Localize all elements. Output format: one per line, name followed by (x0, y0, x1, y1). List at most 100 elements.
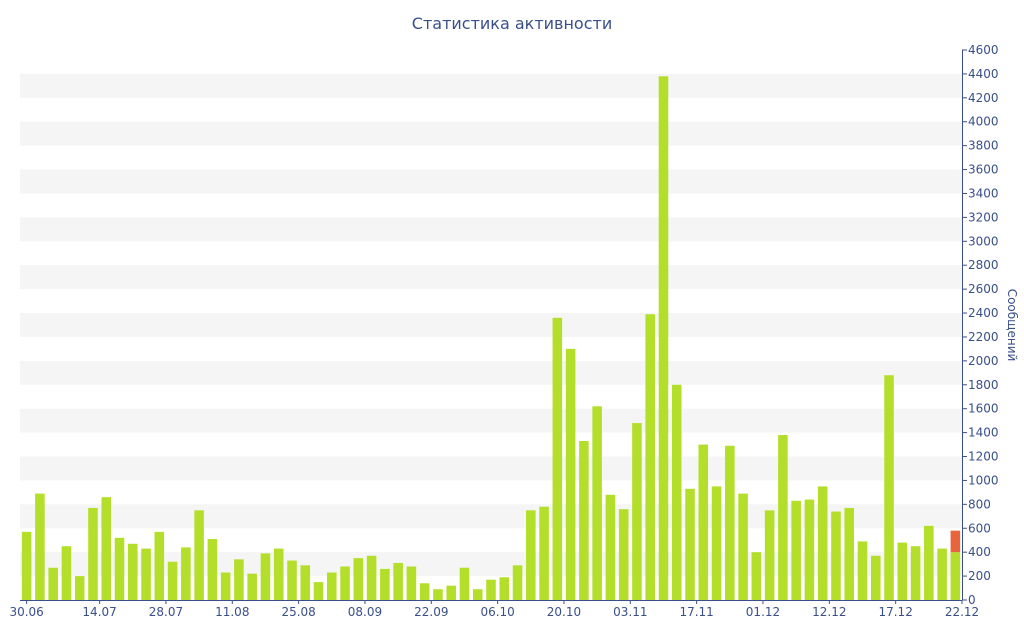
y-tick-label: 1600 (968, 402, 999, 416)
bar (751, 552, 762, 600)
bar (35, 493, 45, 600)
bar (632, 423, 642, 600)
bar (273, 548, 284, 600)
bar (340, 566, 350, 600)
bar (220, 572, 231, 600)
bar (870, 555, 881, 600)
y-tick-label: 3600 (968, 163, 999, 177)
y-tick-label: 2000 (968, 354, 999, 368)
bar (141, 548, 151, 600)
grid-band (20, 265, 962, 290)
y-tick-label: 1200 (968, 450, 999, 464)
bar (738, 493, 748, 600)
bar (300, 565, 311, 600)
bar (499, 577, 510, 600)
x-tick-label: 17.12 (878, 605, 912, 619)
bar (950, 552, 961, 600)
grid-band (20, 360, 962, 385)
bar (472, 589, 483, 600)
y-tick-label: 2200 (968, 330, 999, 344)
bar (565, 348, 576, 600)
bar (61, 546, 72, 600)
bar-current-segment (950, 530, 961, 553)
bar (353, 558, 364, 600)
y-tick-label: 4600 (968, 43, 999, 57)
bar (406, 566, 417, 600)
grid-band (20, 456, 962, 481)
bar (618, 509, 629, 600)
y-tick-label: 1800 (968, 378, 999, 392)
y-tick-label: 800 (968, 497, 991, 511)
bar (804, 499, 815, 600)
bar (526, 510, 536, 600)
y-tick-label: 4200 (968, 91, 999, 105)
grid-band (20, 169, 962, 194)
y-tick-label: 3200 (968, 210, 999, 224)
bar (512, 565, 523, 600)
bar (127, 543, 138, 600)
x-tick-label: 17.11 (679, 605, 713, 619)
x-tick-label: 20.10 (547, 605, 581, 619)
bar (101, 497, 112, 600)
bar (48, 567, 58, 600)
y-tick-label: 4400 (968, 67, 999, 81)
bar (393, 562, 403, 600)
bar (21, 531, 32, 600)
bar (924, 525, 934, 600)
bar (671, 384, 682, 600)
x-tick-label: 11.08 (215, 605, 249, 619)
y-tick-label: 2800 (968, 258, 999, 272)
grid-band (20, 73, 962, 98)
bar (645, 314, 655, 600)
y-tick-label: 2400 (968, 306, 999, 320)
grid-band (20, 217, 962, 242)
bar (114, 537, 125, 600)
bar (313, 582, 324, 600)
y-tick-label: 4000 (968, 115, 999, 129)
bar (817, 486, 828, 600)
y-tick-label: 200 (968, 569, 991, 583)
bar (791, 500, 801, 600)
bar (181, 547, 191, 600)
bar (207, 539, 218, 600)
y-tick-label: 1400 (968, 426, 999, 440)
bar (539, 506, 549, 600)
bar (579, 440, 589, 600)
bar (778, 435, 788, 600)
bar (167, 561, 178, 600)
grid-band (20, 121, 962, 146)
bar (910, 546, 921, 600)
bar (605, 494, 616, 600)
bar (74, 576, 85, 600)
chart-title: Статистика активности (411, 14, 613, 33)
bar (725, 445, 735, 600)
bar (327, 572, 337, 600)
bar (552, 317, 563, 600)
y-tick-label: 400 (968, 545, 991, 559)
x-tick-label: 06.10 (480, 605, 514, 619)
bar (433, 589, 443, 600)
x-tick-label: 01.12 (746, 605, 780, 619)
x-tick-label: 08.09 (348, 605, 382, 619)
grid-band (20, 313, 962, 337)
x-tick-label: 28.07 (149, 605, 183, 619)
y-tick-label: 3400 (968, 186, 999, 200)
x-tick-label: 25.08 (281, 605, 315, 619)
y-tick-label: 1000 (968, 473, 999, 487)
bar (419, 583, 430, 600)
bar (446, 585, 456, 600)
bar (764, 510, 775, 600)
y-tick-label: 3000 (968, 234, 999, 248)
bar (592, 406, 602, 600)
grid-band (20, 408, 962, 433)
bar (658, 76, 669, 601)
bar (380, 568, 390, 600)
bar (844, 507, 855, 600)
bar (287, 560, 297, 600)
bar (884, 375, 894, 600)
x-tick-label: 03.11 (613, 605, 647, 619)
bar (486, 579, 496, 600)
y-axis-title: Сообщений (1005, 289, 1019, 362)
